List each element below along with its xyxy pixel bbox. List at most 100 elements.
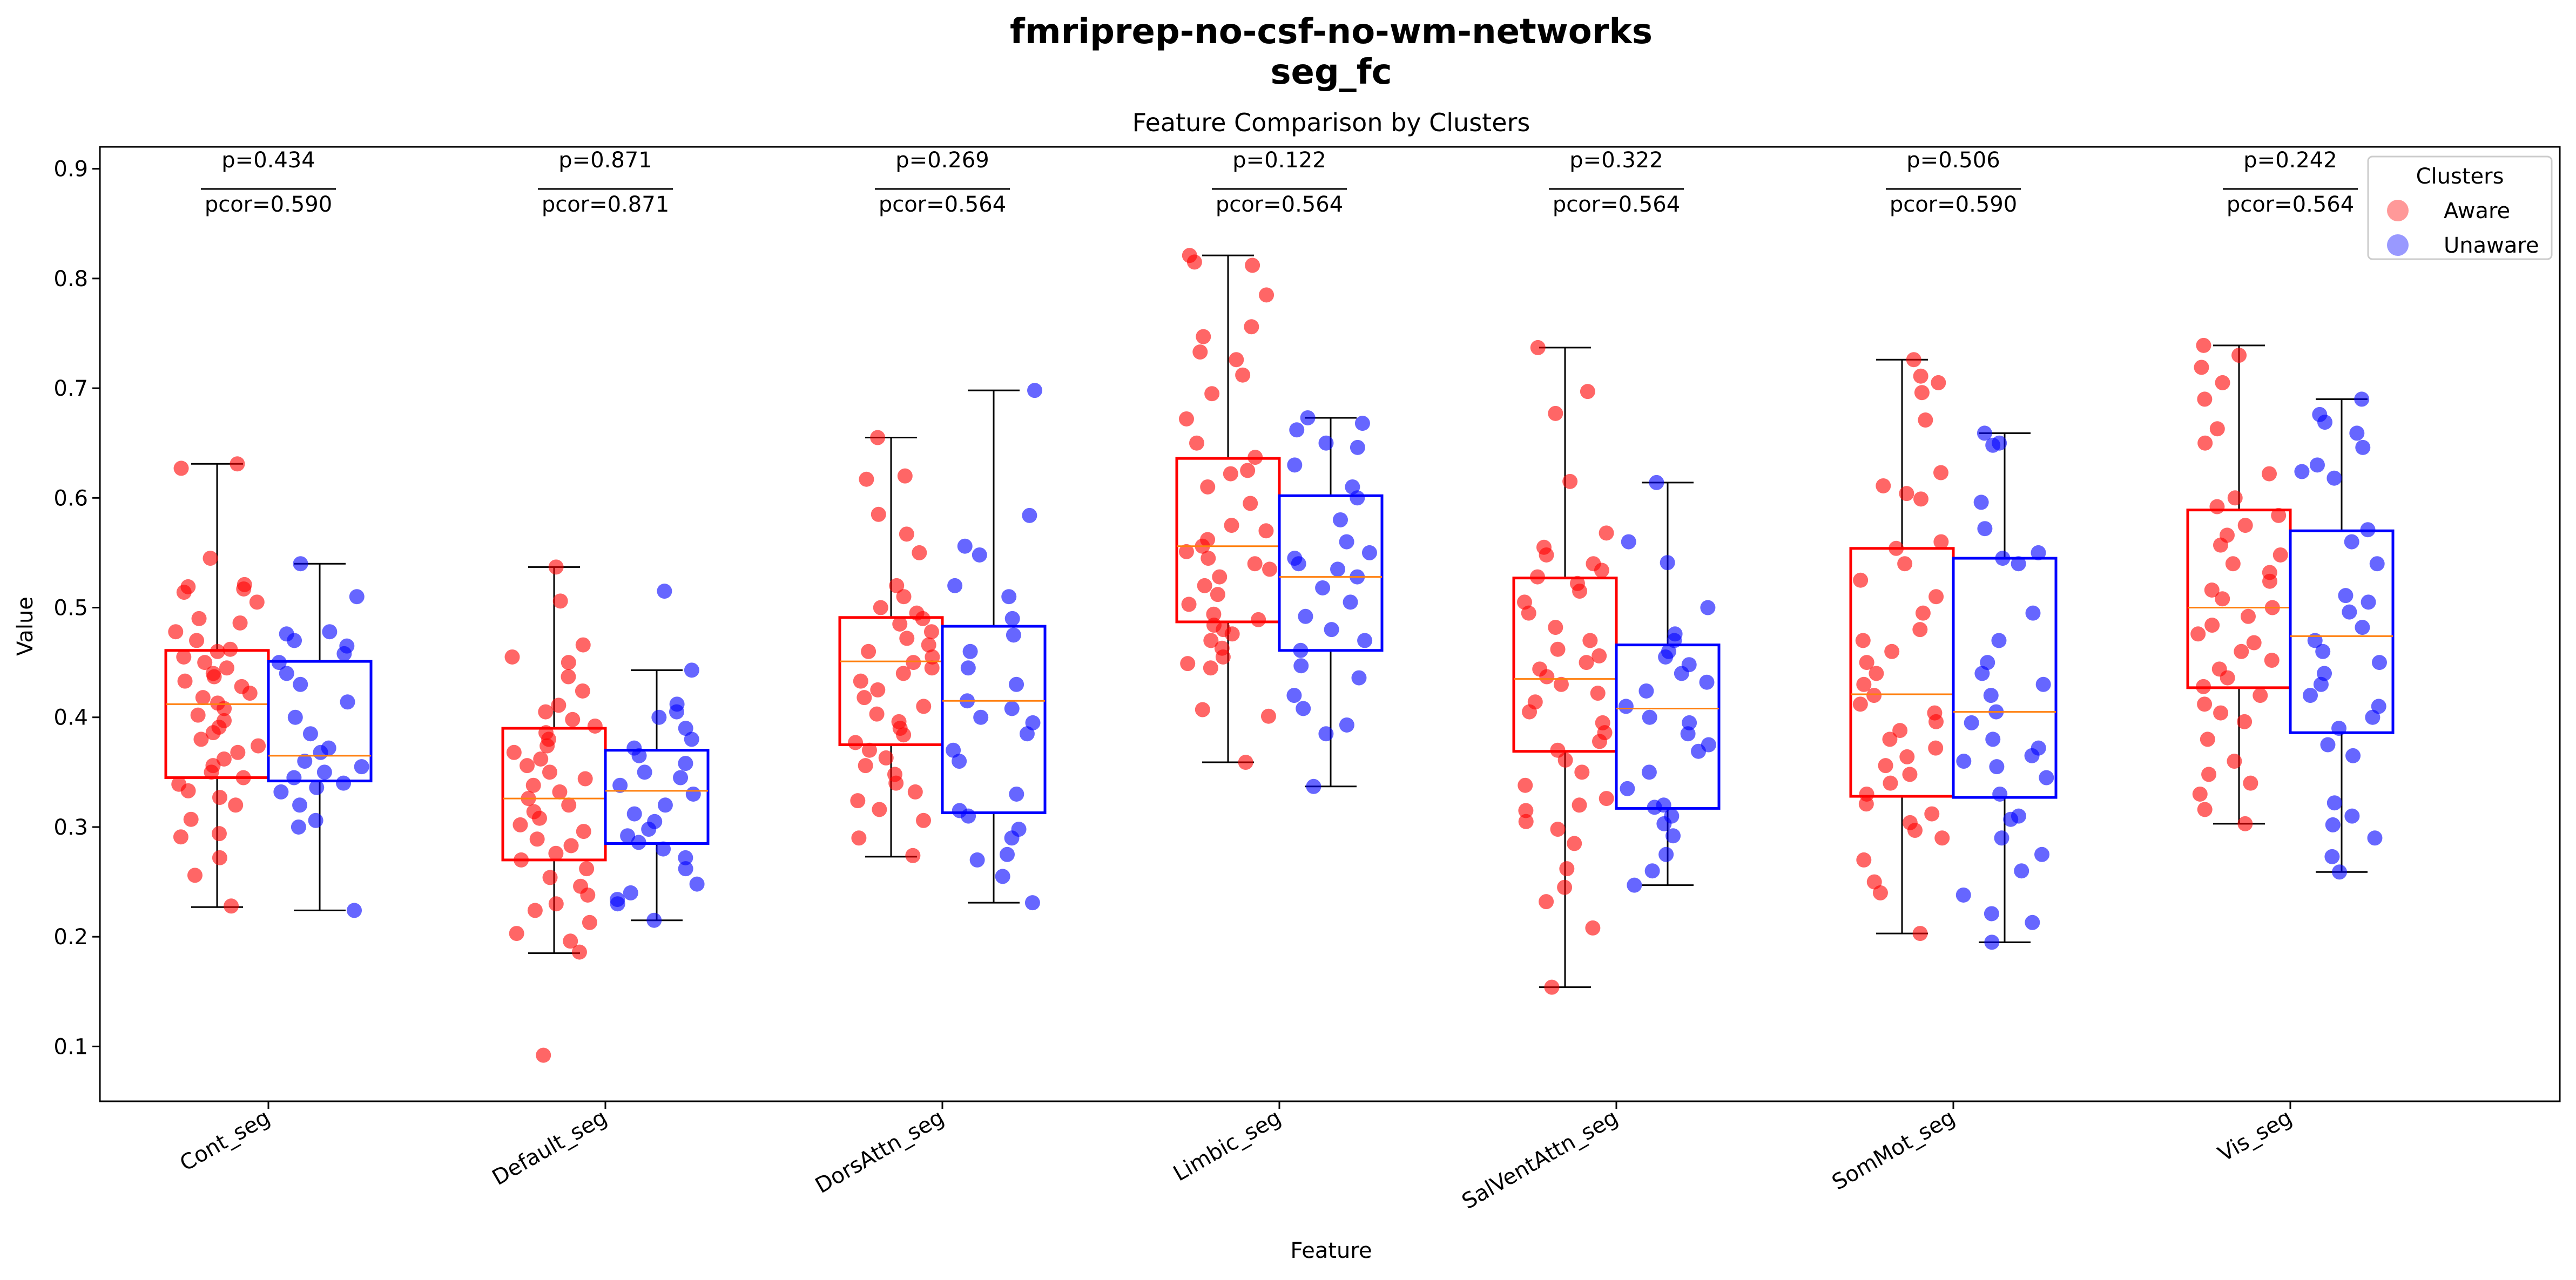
- aware-point: [1192, 344, 1208, 360]
- aware-point: [1856, 852, 1872, 868]
- unaware-point: [1004, 701, 1020, 716]
- unaware-point: [2024, 748, 2040, 763]
- p-value-label: p=0.871: [558, 148, 652, 173]
- aware-point: [1592, 648, 1607, 663]
- aware-point: [899, 526, 914, 542]
- unaware-point: [2014, 863, 2029, 879]
- aware-point: [236, 581, 252, 597]
- aware-point: [2215, 375, 2230, 390]
- aware-point: [899, 631, 915, 646]
- aware-point: [1855, 633, 1871, 648]
- unaware-point: [1339, 717, 1354, 733]
- aware-point: [2264, 653, 2280, 668]
- unaware-point: [1691, 743, 1707, 759]
- aware-point: [1882, 732, 1898, 747]
- aware-point: [1912, 622, 1928, 638]
- aware-point: [219, 660, 234, 676]
- aware-point: [542, 870, 558, 885]
- unaware-point: [1298, 608, 1313, 624]
- chart-suptitle-line2: seg_fc: [1270, 52, 1392, 92]
- chart-title: Feature Comparison by Clusters: [1132, 108, 1530, 137]
- unaware-point: [2365, 709, 2381, 725]
- aware-point: [582, 915, 597, 930]
- aware-point: [2209, 499, 2225, 514]
- aware-point: [2204, 618, 2220, 633]
- unaware-point: [1644, 863, 1660, 879]
- unaware-point: [1354, 416, 1370, 431]
- pcor-value-label: pcor=0.590: [205, 192, 332, 217]
- aware-point: [2196, 337, 2211, 353]
- aware-point: [1913, 491, 1929, 507]
- unaware-point: [1665, 828, 1681, 844]
- aware-point: [2194, 360, 2209, 375]
- unaware-point: [1956, 754, 1972, 769]
- unaware-point: [2034, 846, 2050, 862]
- unaware-point: [1351, 670, 1367, 686]
- aware-point: [212, 790, 227, 805]
- aware-point: [857, 690, 872, 706]
- aware-point: [1244, 319, 1259, 335]
- unaware-point: [1984, 906, 1999, 922]
- unaware-point: [620, 828, 636, 844]
- aware-point: [1859, 655, 1874, 671]
- aware-point: [520, 758, 535, 774]
- unaware-point: [657, 584, 672, 599]
- aware-point: [2227, 754, 2242, 769]
- unaware-point: [1985, 437, 2001, 453]
- unaware-point: [1674, 666, 1689, 681]
- unaware-point: [1991, 633, 2007, 648]
- unaware-point: [1989, 759, 2005, 775]
- unaware-point: [2324, 849, 2340, 864]
- aware-point: [906, 655, 921, 671]
- aware-point: [1235, 367, 1251, 383]
- unaware-point: [2371, 699, 2386, 714]
- aware-point: [1240, 463, 1256, 478]
- unaware-point: [2332, 864, 2348, 880]
- unaware-point: [626, 806, 642, 822]
- unaware-point: [961, 808, 976, 824]
- p-value-label: p=0.269: [895, 148, 989, 173]
- unaware-point: [1289, 422, 1305, 438]
- aware-point: [1539, 894, 1554, 910]
- aware-point: [561, 655, 576, 671]
- unaware-point: [656, 841, 671, 857]
- unaware-point: [669, 704, 684, 720]
- unaware-point: [2025, 915, 2040, 930]
- legend-box: [2367, 155, 2553, 260]
- aware-point: [1559, 861, 1575, 877]
- pcor-value-label: pcor=0.871: [542, 192, 669, 217]
- aware-point: [1918, 412, 1933, 428]
- unaware-box: [1615, 644, 1721, 810]
- unaware-point: [1682, 715, 1697, 730]
- aware-point: [2200, 732, 2215, 747]
- unaware-point: [641, 822, 657, 837]
- aware-point: [1592, 734, 1608, 749]
- aware-point: [1897, 556, 1913, 572]
- aware-point: [1928, 714, 1944, 729]
- unaware-point: [308, 812, 323, 828]
- unaware-point: [292, 797, 308, 813]
- unaware-point: [678, 756, 693, 771]
- unaware-point: [1955, 887, 1971, 903]
- unaware-point: [1984, 934, 2000, 950]
- unaware-point: [2003, 811, 2019, 827]
- aware-point: [2262, 573, 2277, 589]
- unaware-point: [309, 780, 325, 795]
- unaware-point: [1350, 439, 1365, 455]
- aware-point: [1933, 465, 1948, 480]
- aware-point: [1553, 676, 1569, 692]
- aware-point: [1212, 569, 1228, 585]
- aware-point: [1223, 466, 1238, 482]
- y-tick-label: 0.3: [53, 815, 88, 840]
- aware-point: [859, 471, 874, 487]
- aware-point: [2237, 518, 2253, 533]
- unaware-point: [623, 885, 638, 900]
- aware-point: [1259, 287, 1274, 303]
- aware-point: [552, 784, 568, 800]
- unaware-point: [287, 709, 303, 725]
- aware-point: [529, 831, 545, 847]
- legend-label-unaware: Unaware: [2444, 233, 2539, 258]
- unaware-point: [1649, 475, 1664, 490]
- unaware-point: [1620, 781, 1635, 796]
- aware-point: [230, 456, 245, 472]
